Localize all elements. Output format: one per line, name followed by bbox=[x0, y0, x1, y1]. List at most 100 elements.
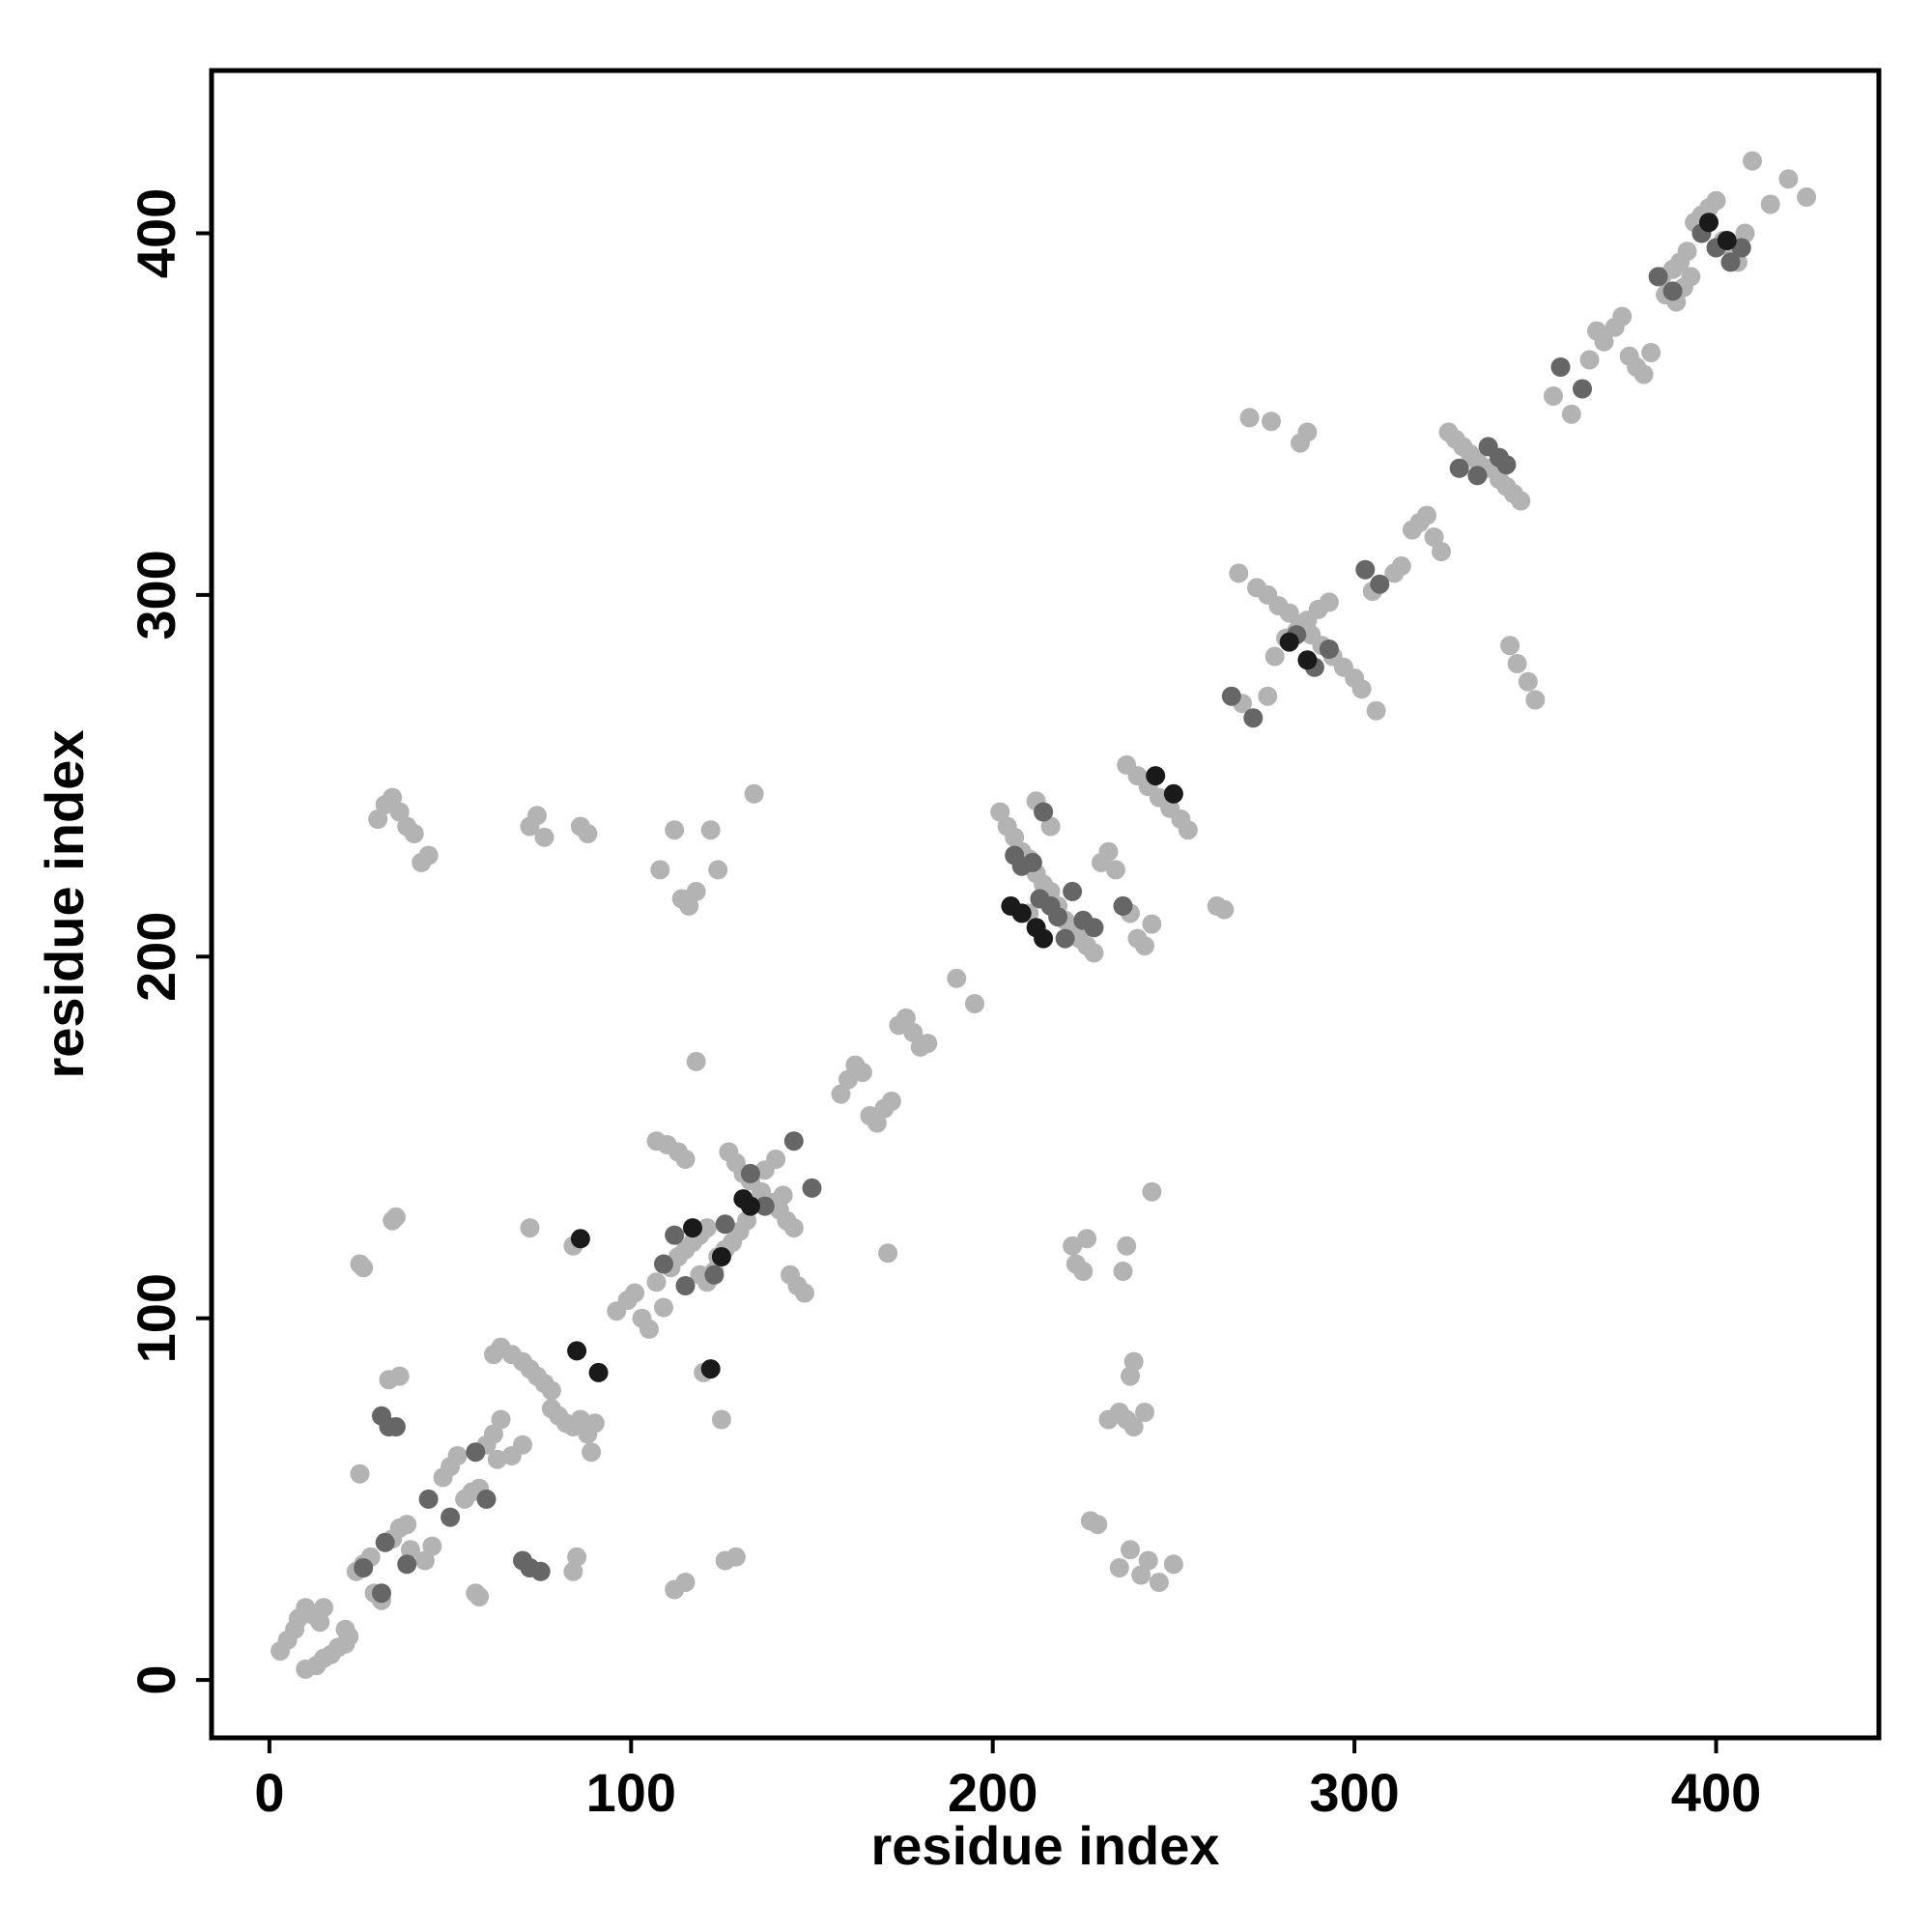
data-point-light-62 bbox=[385, 1207, 406, 1227]
data-point-light-36 bbox=[484, 1424, 503, 1444]
data-point-light-133 bbox=[383, 787, 403, 808]
data-point-dark-10 bbox=[1034, 928, 1054, 949]
data-point-light-6 bbox=[310, 1612, 330, 1633]
data-point-mid-14 bbox=[654, 1254, 673, 1274]
data-point-mid-15 bbox=[665, 1225, 685, 1245]
data-point-mid-19 bbox=[754, 1196, 775, 1216]
data-point-light-198 bbox=[1123, 1417, 1144, 1436]
data-point-light-152 bbox=[990, 802, 1010, 822]
data-point-dark-7 bbox=[740, 1196, 760, 1216]
data-point-mid-2 bbox=[385, 1417, 406, 1436]
data-point-light-205 bbox=[1149, 1573, 1169, 1592]
data-point-dark-17 bbox=[1717, 231, 1737, 250]
data-point-light-229 bbox=[1366, 700, 1386, 721]
data-point-light-252 bbox=[1500, 636, 1520, 656]
data-point-light-284 bbox=[1760, 194, 1780, 214]
data-point-light-117 bbox=[838, 1069, 858, 1090]
data-point-dark-15 bbox=[1297, 650, 1318, 670]
data-point-light-171 bbox=[1098, 841, 1119, 862]
data-point-light-232 bbox=[1391, 555, 1411, 576]
data-point-light-184 bbox=[1178, 820, 1198, 840]
data-point-light-189 bbox=[1063, 1236, 1083, 1256]
data-point-light-66 bbox=[567, 1547, 587, 1567]
data-point-light-40 bbox=[513, 1435, 532, 1455]
data-point-light-15 bbox=[335, 1619, 355, 1639]
data-point-light-257 bbox=[1561, 404, 1581, 424]
data-point-light-177 bbox=[1142, 914, 1162, 934]
data-point-light-64 bbox=[711, 1409, 731, 1430]
data-point-mid-33 bbox=[1034, 802, 1054, 822]
data-point-light-186 bbox=[1214, 899, 1235, 920]
data-point-mid-32 bbox=[1084, 918, 1104, 938]
data-point-light-145 bbox=[665, 820, 685, 840]
data-point-light-121 bbox=[867, 1113, 887, 1133]
data-point-mid-12 bbox=[476, 1489, 497, 1509]
data-point-light-235 bbox=[1417, 505, 1436, 526]
x-tick-label-4: 400 bbox=[1671, 1762, 1761, 1823]
data-point-mid-47 bbox=[1550, 357, 1571, 377]
data-point-mid-10 bbox=[418, 1489, 439, 1509]
data-point-light-256 bbox=[1544, 386, 1563, 406]
data-point-light-74 bbox=[646, 1272, 667, 1293]
data-point-light-270 bbox=[1677, 242, 1697, 262]
data-point-light-255 bbox=[1525, 690, 1546, 710]
data-point-light-260 bbox=[1594, 331, 1614, 352]
data-point-light-63 bbox=[520, 1218, 540, 1238]
data-point-light-236 bbox=[1424, 527, 1444, 547]
data-point-light-226 bbox=[1229, 563, 1249, 583]
data-point-light-38 bbox=[487, 1449, 507, 1469]
y-tick-label-4: 400 bbox=[126, 188, 186, 278]
data-point-light-168 bbox=[1040, 816, 1061, 837]
y-tick-label-3: 300 bbox=[126, 550, 186, 639]
data-point-mid-39 bbox=[1319, 639, 1339, 659]
y-tick-label-1: 100 bbox=[126, 1273, 186, 1363]
data-point-dark-14 bbox=[1279, 632, 1299, 652]
data-point-light-24 bbox=[400, 1540, 420, 1560]
data-point-light-247 bbox=[1511, 491, 1531, 511]
data-point-mid-30 bbox=[1063, 881, 1083, 901]
data-point-light-190 bbox=[1077, 1229, 1097, 1249]
data-point-dark-2 bbox=[700, 1359, 721, 1379]
data-point-light-262 bbox=[1612, 306, 1633, 327]
data-point-light-81 bbox=[696, 1218, 717, 1238]
data-point-light-131 bbox=[368, 810, 388, 829]
data-point-dark-4 bbox=[683, 1218, 702, 1238]
data-point-light-144 bbox=[650, 860, 670, 880]
data-point-light-204 bbox=[1138, 1550, 1158, 1571]
data-point-light-206 bbox=[1163, 1554, 1183, 1575]
data-point-light-192 bbox=[1117, 1236, 1137, 1256]
data-point-light-225 bbox=[1319, 592, 1339, 612]
x-axis: 0 100 200 300 400 bbox=[254, 1738, 1761, 1823]
data-point-light-31 bbox=[447, 1446, 468, 1465]
data-point-mid-6 bbox=[372, 1583, 391, 1604]
data-point-light-37 bbox=[491, 1409, 511, 1430]
data-point-mid-17 bbox=[704, 1264, 724, 1285]
x-tick-label-1: 100 bbox=[586, 1762, 676, 1823]
data-point-light-65 bbox=[563, 1561, 583, 1581]
data-point-light-73 bbox=[639, 1319, 659, 1339]
data-point-mid-46 bbox=[1496, 455, 1517, 475]
data-point-light-266 bbox=[1641, 343, 1662, 362]
data-point-mid-53 bbox=[1720, 252, 1741, 272]
data-point-light-191 bbox=[1113, 1262, 1133, 1281]
data-point-light-109 bbox=[686, 1051, 706, 1071]
data-point-mid-41 bbox=[1370, 574, 1390, 594]
data-point-light-285 bbox=[1778, 169, 1799, 189]
data-point-dark-12 bbox=[1146, 766, 1166, 786]
data-point-mid-34 bbox=[1113, 895, 1133, 916]
data-point-light-154 bbox=[1005, 827, 1025, 847]
data-point-light-140 bbox=[527, 806, 547, 826]
data-point-dark-3 bbox=[570, 1229, 590, 1249]
data-point-light-130 bbox=[965, 994, 984, 1013]
data-point-mid-49 bbox=[1648, 267, 1668, 287]
data-point-light-165 bbox=[1084, 943, 1104, 963]
data-point-mid-50 bbox=[1662, 281, 1683, 301]
data-point-mid-9 bbox=[397, 1554, 417, 1575]
data-point-light-48 bbox=[541, 1380, 561, 1401]
data-point-light-26 bbox=[422, 1536, 442, 1556]
data-point-light-148 bbox=[686, 881, 706, 901]
data-point-light-283 bbox=[1743, 151, 1762, 171]
data-point-dark-16 bbox=[1699, 213, 1719, 233]
data-point-mid-43 bbox=[1467, 466, 1488, 486]
data-point-mid-7 bbox=[354, 1558, 374, 1577]
